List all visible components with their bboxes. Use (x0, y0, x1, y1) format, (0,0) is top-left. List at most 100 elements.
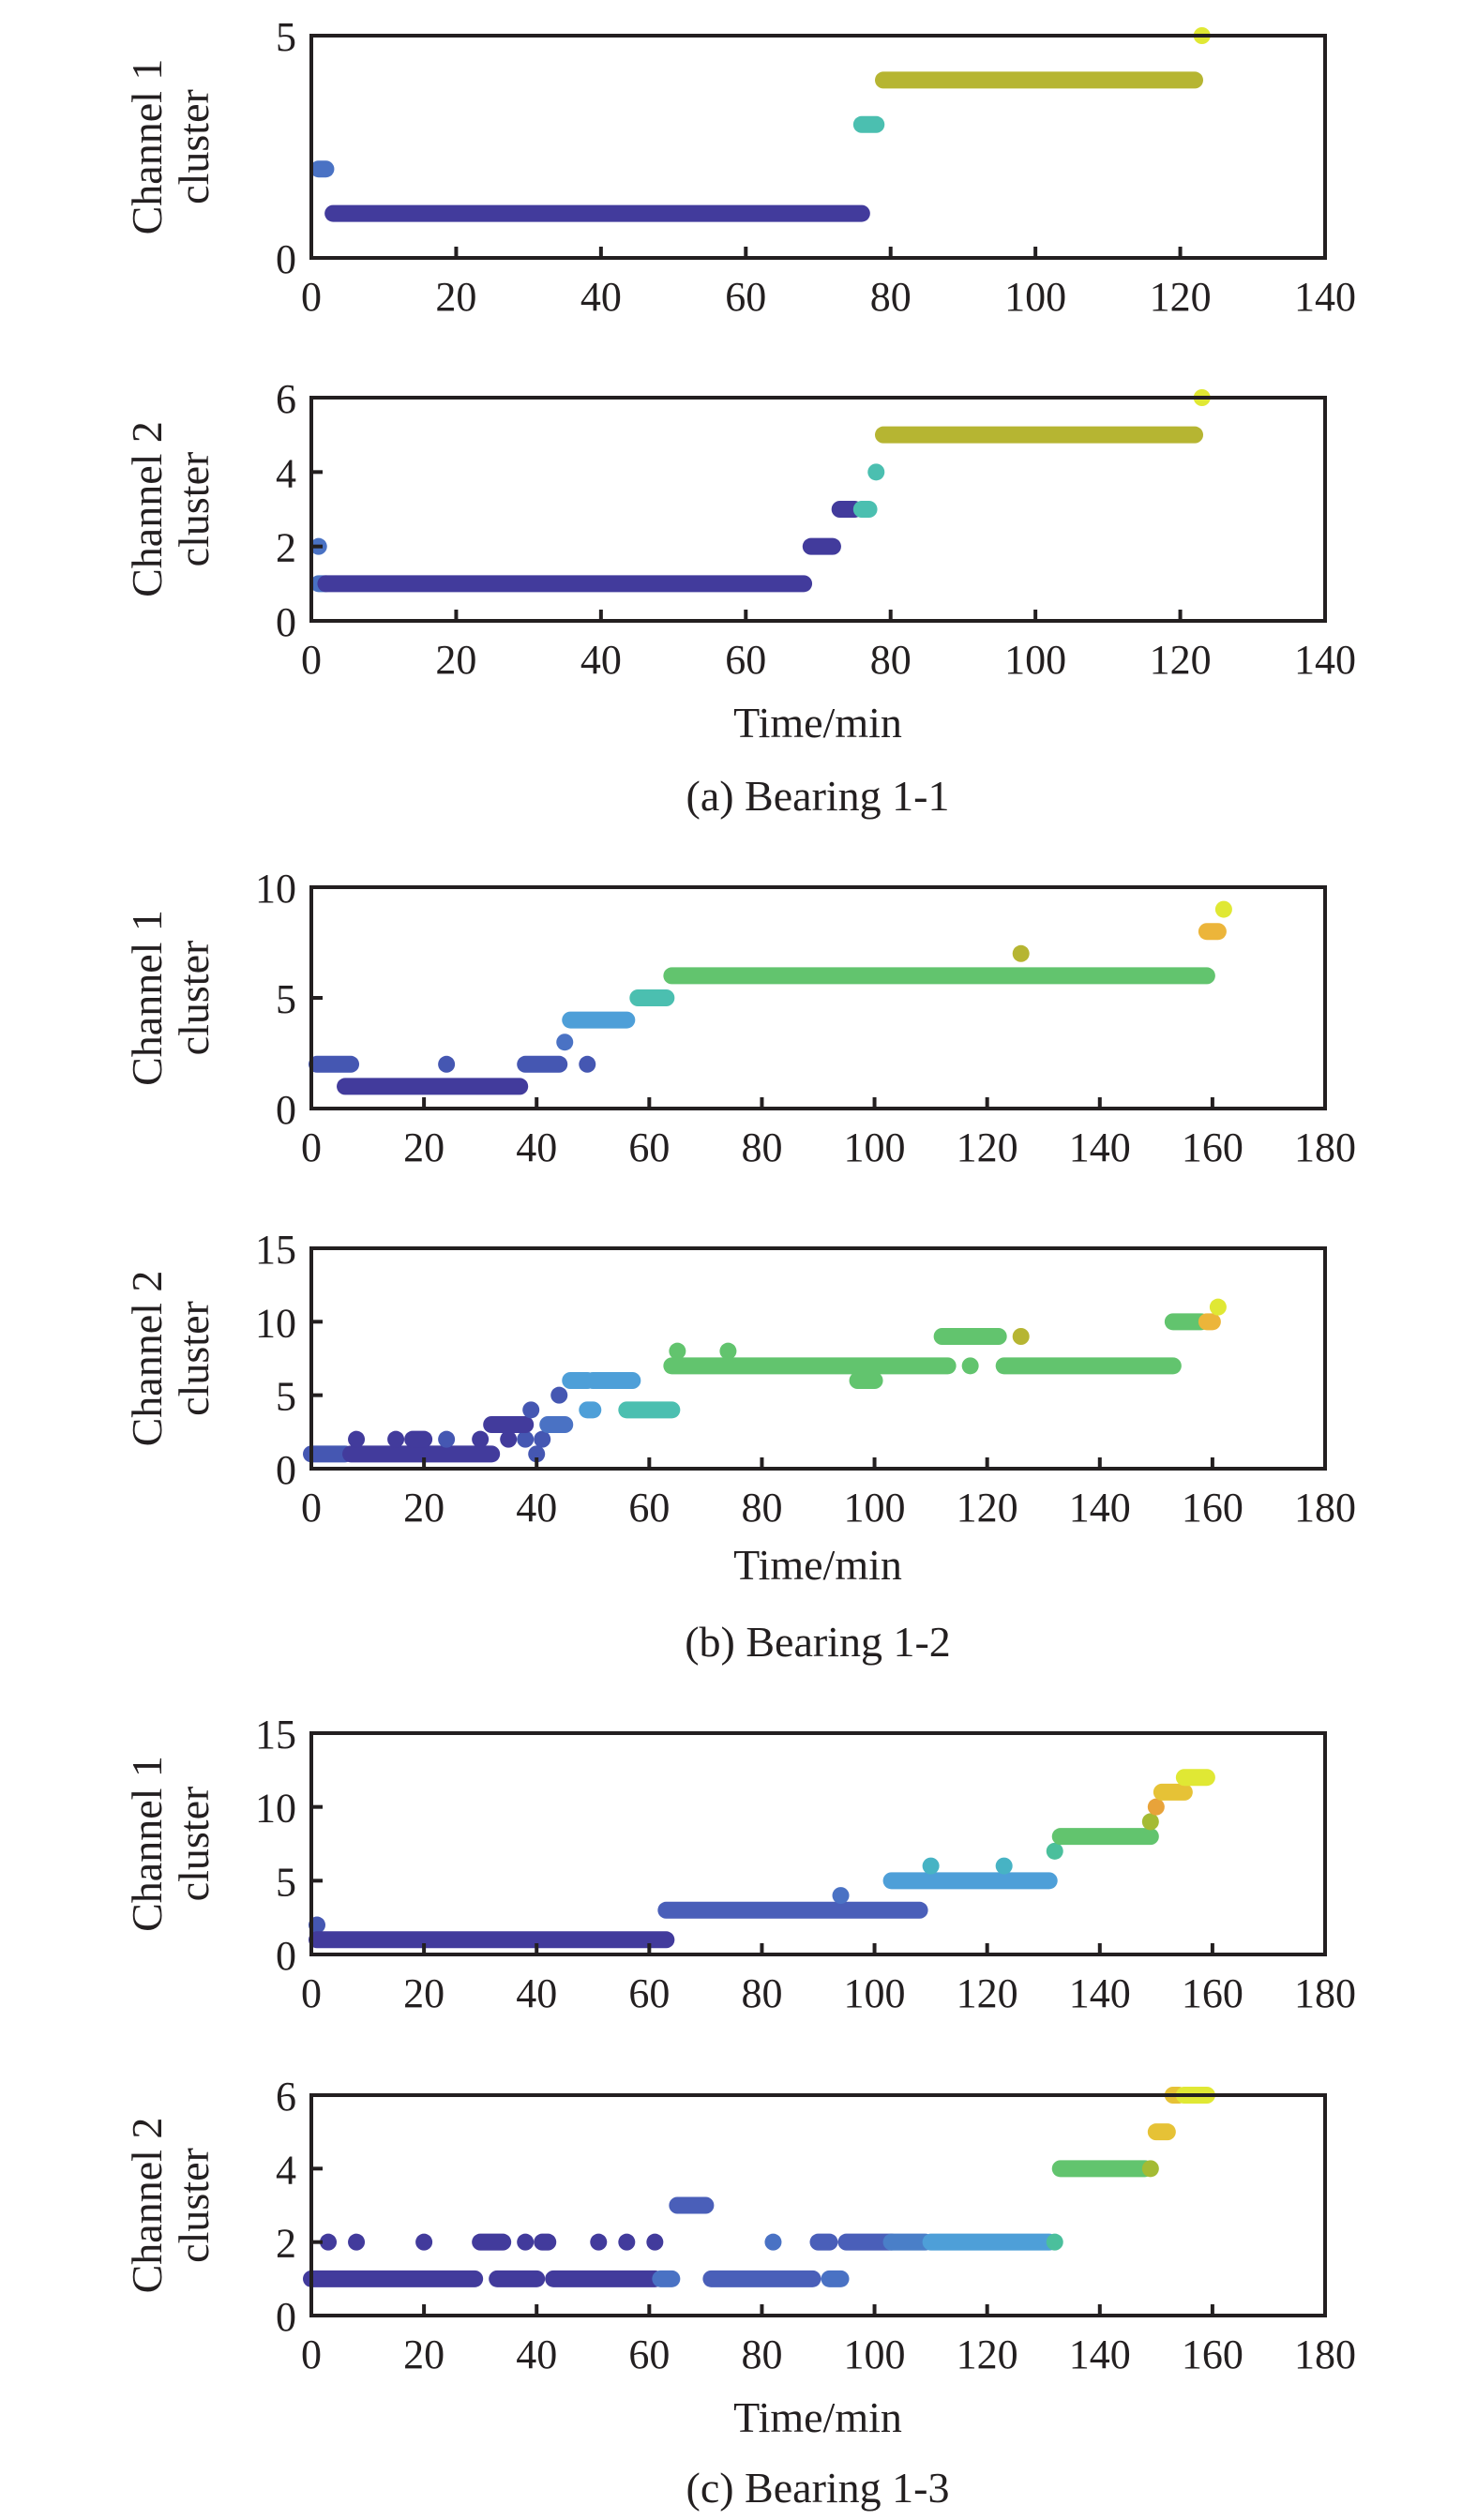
x-tick-label: 100 (844, 1970, 906, 2016)
y-axis-label: Channel 2 (123, 1271, 171, 1447)
y-tick-label: 10 (255, 866, 296, 912)
x-tick-label: 80 (741, 1970, 782, 2016)
x-tick-label: 40 (580, 274, 622, 320)
x-tick-label: 120 (1150, 637, 1212, 683)
y-tick-label: 0 (276, 1933, 296, 1979)
plot-frame (309, 34, 1327, 260)
plot-frame (309, 1246, 1327, 1471)
x-tick-label: 0 (301, 1970, 322, 2016)
x-tick-label: 120 (957, 2331, 1018, 2377)
y-tick-label: 10 (255, 1300, 296, 1346)
x-tick-label: 140 (1069, 1485, 1131, 1531)
x-tick-label: 120 (957, 1970, 1018, 2016)
x-axis-label: Time/min (733, 699, 902, 747)
plot-frame (309, 2093, 1327, 2317)
y-axis-label: Channel 2 (123, 2118, 171, 2294)
x-tick-label: 0 (301, 1485, 322, 1531)
x-tick-label: 20 (403, 1124, 445, 1170)
x-tick-label: 140 (1069, 2331, 1131, 2377)
x-tick-label: 0 (301, 2331, 322, 2377)
y-tick-label: 10 (255, 1786, 296, 1832)
x-tick-label: 20 (403, 1485, 445, 1531)
y-tick-label: 5 (276, 1374, 296, 1420)
x-tick-label: 0 (301, 637, 322, 683)
y-axis-label: Channel 1 (123, 910, 171, 1086)
y-tick-label: 15 (255, 1712, 296, 1758)
x-tick-label: 180 (1294, 2331, 1356, 2377)
x-tick-label: 60 (628, 1485, 670, 1531)
x-tick-label: 100 (844, 1124, 906, 1170)
y-axis-label: cluster (170, 941, 218, 1056)
figure-caption: (c) Bearing 1-3 (686, 2464, 950, 2512)
plot-frame (309, 1731, 1327, 1956)
x-tick-label: 100 (844, 2331, 906, 2377)
y-tick-label: 5 (276, 1859, 296, 1905)
y-axis-label: Channel 2 (123, 421, 171, 597)
y-tick-label: 2 (276, 525, 296, 571)
x-tick-label: 40 (516, 2331, 557, 2377)
x-tick-label: 80 (741, 1485, 782, 1531)
plot-frame (309, 396, 1327, 623)
x-tick-label: 40 (516, 1485, 557, 1531)
x-tick-label: 160 (1182, 2331, 1243, 2377)
x-tick-label: 100 (1004, 274, 1066, 320)
x-tick-label: 80 (741, 1124, 782, 1170)
x-tick-label: 20 (403, 1970, 445, 2016)
x-tick-label: 160 (1182, 1970, 1243, 2016)
y-axis-label: cluster (170, 89, 218, 204)
x-tick-label: 0 (301, 274, 322, 320)
x-tick-label: 140 (1294, 274, 1356, 320)
y-tick-label: 0 (276, 2294, 296, 2340)
x-tick-label: 60 (628, 1124, 670, 1170)
x-tick-label: 100 (1004, 637, 1066, 683)
x-tick-label: 140 (1069, 1970, 1131, 2016)
y-axis-label: Channel 1 (123, 59, 171, 235)
y-tick-label: 2 (276, 2221, 296, 2267)
x-tick-label: 180 (1294, 1124, 1356, 1170)
x-axis-label: Time/min (733, 2393, 902, 2441)
x-tick-label: 60 (628, 1970, 670, 2016)
x-tick-label: 140 (1069, 1124, 1131, 1170)
y-axis-label: Channel 1 (123, 1756, 171, 1932)
y-axis-label: cluster (170, 1787, 218, 1902)
x-tick-label: 120 (957, 1124, 1018, 1170)
y-tick-label: 15 (255, 1227, 296, 1273)
x-tick-label: 20 (435, 637, 476, 683)
x-axis-label: Time/min (733, 1541, 902, 1589)
y-tick-label: 5 (276, 976, 296, 1022)
x-tick-label: 160 (1182, 1124, 1243, 1170)
figure-caption: (a) Bearing 1-1 (686, 772, 950, 820)
x-tick-label: 0 (301, 1124, 322, 1170)
x-tick-label: 60 (725, 637, 766, 683)
x-tick-label: 60 (725, 274, 766, 320)
y-axis-label: cluster (170, 2148, 218, 2263)
x-tick-label: 180 (1294, 1970, 1356, 2016)
plot-frame (309, 885, 1327, 1110)
y-tick-label: 0 (276, 1447, 296, 1493)
x-tick-label: 160 (1182, 1485, 1243, 1531)
x-tick-label: 20 (403, 2331, 445, 2377)
y-tick-label: 0 (276, 599, 296, 645)
y-tick-label: 0 (276, 236, 296, 282)
y-axis-label: cluster (170, 452, 218, 567)
x-tick-label: 40 (516, 1970, 557, 2016)
x-tick-label: 120 (1150, 274, 1212, 320)
y-tick-label: 6 (276, 2074, 296, 2120)
figure-caption: (b) Bearing 1-2 (685, 1618, 951, 1666)
x-tick-label: 80 (870, 274, 912, 320)
x-tick-label: 80 (741, 2331, 782, 2377)
x-tick-label: 40 (580, 637, 622, 683)
y-tick-label: 6 (276, 376, 296, 422)
x-tick-label: 80 (870, 637, 912, 683)
y-tick-label: 4 (276, 2147, 296, 2193)
x-tick-label: 120 (957, 1485, 1018, 1531)
x-tick-label: 20 (435, 274, 476, 320)
x-tick-label: 140 (1294, 637, 1356, 683)
x-tick-label: 60 (628, 2331, 670, 2377)
x-tick-label: 180 (1294, 1485, 1356, 1531)
y-axis-label: cluster (170, 1301, 218, 1416)
y-tick-label: 4 (276, 450, 296, 496)
y-tick-label: 5 (276, 14, 296, 60)
x-tick-label: 100 (844, 1485, 906, 1531)
